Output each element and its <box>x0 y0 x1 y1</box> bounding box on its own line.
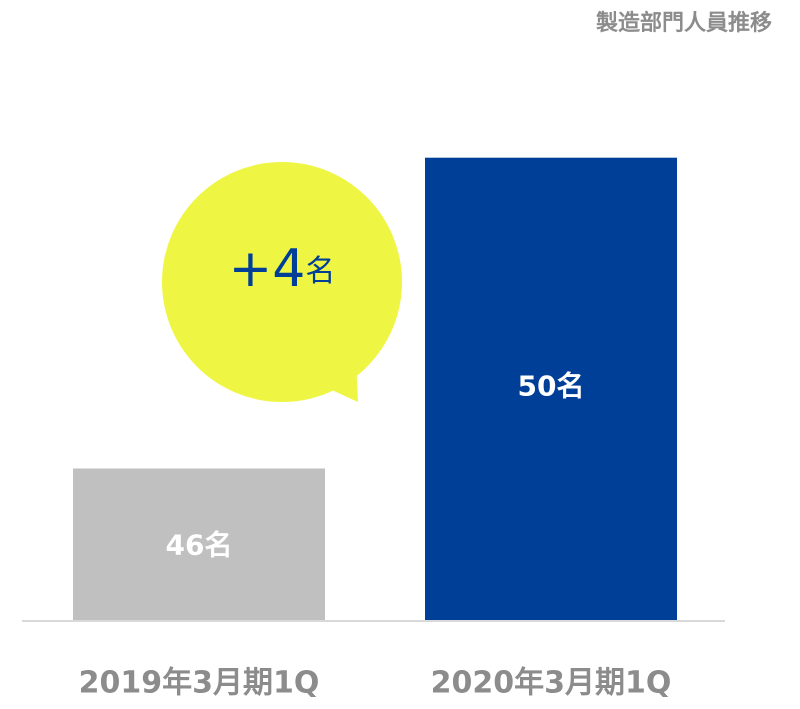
bubble-tail <box>310 340 358 402</box>
x-tick-label: 2019年3月期1Q <box>79 666 320 701</box>
x-tick-label: 2020年3月期1Q <box>431 666 672 701</box>
data-label: 46名 <box>166 528 233 561</box>
bar <box>73 468 325 620</box>
speech-bubble <box>162 162 402 402</box>
bar <box>425 157 677 620</box>
chart-title: 製造部門人員推移 <box>595 10 772 36</box>
data-label: 50名 <box>518 370 585 403</box>
bubble-body <box>162 162 402 402</box>
annotation: +4名 <box>229 239 336 299</box>
